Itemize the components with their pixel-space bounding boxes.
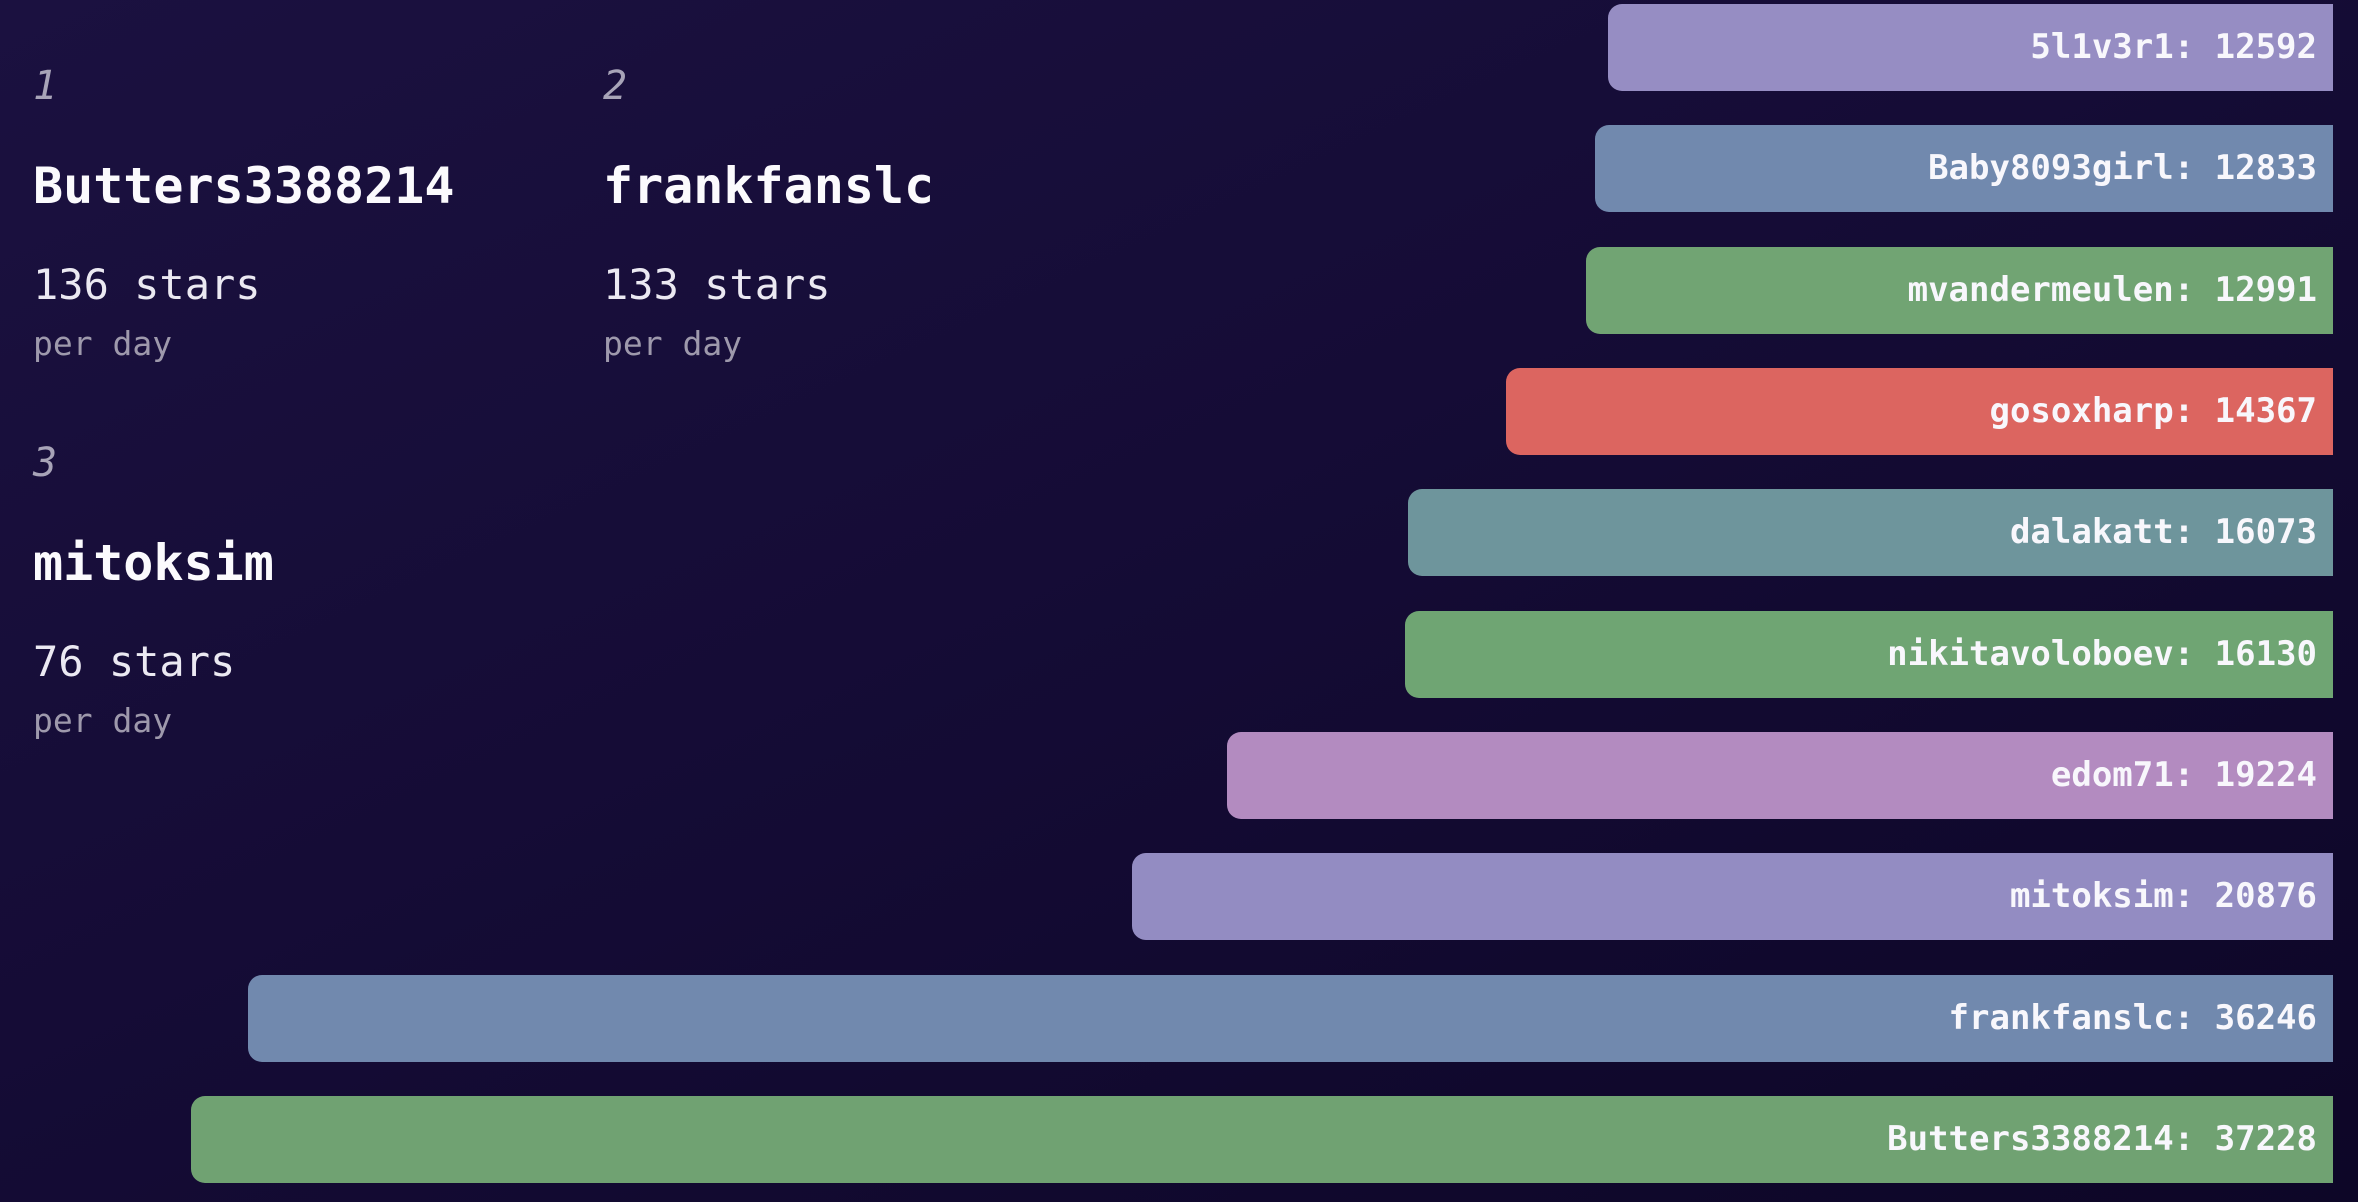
bar-row: nikitavoloboev: 16130 — [1405, 610, 2333, 698]
rank-number: 1 — [33, 63, 58, 109]
rank-number: 3 — [33, 440, 58, 486]
user-name: Butters3388214 — [33, 157, 455, 215]
bar-row: edom71: 19224 — [1227, 732, 2333, 820]
bar-label: nikitavoloboev: 16130 — [1887, 633, 2317, 674]
rate-unit: per day — [33, 701, 173, 740]
star-rate: 76 stars — [33, 637, 236, 686]
bar-row: gosoxharp: 14367 — [1506, 368, 2333, 456]
rate-unit: per day — [603, 324, 743, 363]
rank-card: 3 mitoksim 76 stars per day — [33, 437, 593, 741]
rank-card: 1 Butters3388214 136 stars per day — [33, 60, 593, 364]
bar-chart: 5l1v3r1: 12592 Baby8093girl: 12833 mvand… — [191, 0, 2333, 1202]
rank-card: 2 frankfanslc 133 stars per day — [603, 60, 1163, 364]
bar-row: Baby8093girl: 12833 — [1595, 125, 2333, 213]
bar-row: frankfanslc: 36246 — [248, 974, 2333, 1062]
star-rate: 136 stars — [33, 260, 261, 309]
rank-number: 2 — [603, 63, 628, 109]
bar-row: mvandermeulen: 12991 — [1586, 246, 2333, 334]
star-rate: 133 stars — [603, 260, 831, 309]
bar-label: Butters3388214: 37228 — [1887, 1119, 2317, 1160]
bar-row: Butters3388214: 37228 — [191, 1096, 2333, 1184]
bar-label: mitoksim: 20876 — [2009, 876, 2317, 917]
bar-label: edom71: 19224 — [2050, 755, 2317, 796]
bar-row: mitoksim: 20876 — [1132, 853, 2333, 941]
bar-label: Baby8093girl: 12833 — [1928, 148, 2317, 189]
bar-label: 5l1v3r1: 12592 — [2030, 27, 2317, 67]
user-name: frankfanslc — [603, 157, 935, 215]
bar-label: gosoxharp: 14367 — [1989, 391, 2317, 432]
rate-unit: per day — [33, 324, 173, 363]
bar-row: dalakatt: 16073 — [1408, 489, 2333, 577]
bar-label: frankfanslc: 36246 — [1948, 997, 2317, 1038]
bar-label: dalakatt: 16073 — [2009, 512, 2317, 553]
bar-label: mvandermeulen: 12991 — [1907, 269, 2317, 310]
bar-row: 5l1v3r1: 12592 — [1608, 4, 2333, 91]
user-name: mitoksim — [33, 534, 274, 592]
